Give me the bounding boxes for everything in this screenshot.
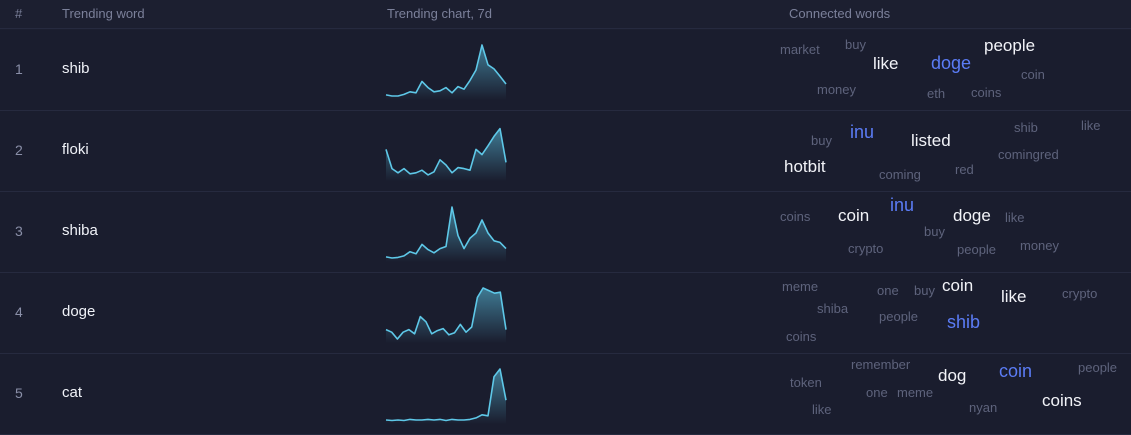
connected-word[interactable]: meme bbox=[782, 279, 819, 294]
trend-sparkline bbox=[385, 287, 507, 343]
sparkline-line bbox=[385, 206, 507, 259]
connected-words-cloud: remember people token dog coin one meme coins li… bbox=[775, 354, 1131, 434]
connected-words-cloud: coins coin inu doge like buy crypto people money bbox=[775, 192, 1131, 272]
row-rank: 3 bbox=[15, 223, 23, 239]
connected-word[interactable]: buy bbox=[914, 283, 935, 298]
connected-word[interactable]: inu bbox=[850, 122, 875, 142]
sparkline-area bbox=[386, 288, 506, 343]
table-row[interactable]: 1 shib market buy like doge people coin money eth… bbox=[0, 30, 1131, 111]
connected-word[interactable]: meme bbox=[897, 385, 934, 400]
trend-sparkline bbox=[385, 44, 507, 100]
connected-word[interactable]: red bbox=[955, 162, 974, 177]
trending-word[interactable]: shib bbox=[62, 60, 90, 77]
connected-word[interactable]: shib bbox=[1014, 120, 1038, 135]
connected-word[interactable]: dog bbox=[938, 366, 967, 385]
connected-word[interactable]: shiba bbox=[817, 301, 849, 316]
row-rank: 2 bbox=[15, 142, 23, 158]
trend-sparkline bbox=[385, 127, 507, 181]
connected-word[interactable]: people bbox=[984, 36, 1036, 55]
connected-word[interactable]: coins bbox=[780, 209, 811, 224]
connected-word[interactable]: like bbox=[1001, 287, 1027, 306]
table-row[interactable]: 4 doge meme one buy coin like crypto shiba people… bbox=[0, 273, 1131, 354]
connected-word[interactable]: coins bbox=[786, 329, 817, 344]
connected-word[interactable]: money bbox=[817, 82, 857, 97]
header-connected-words: Connected words bbox=[789, 6, 891, 21]
sparkline-line bbox=[385, 44, 507, 97]
connected-word[interactable]: listed bbox=[911, 131, 951, 150]
connected-words-cloud: buy inu listed shib like hotbit coming red comin… bbox=[775, 111, 1131, 191]
connected-word[interactable]: like bbox=[812, 402, 832, 417]
header-trending-word[interactable]: Trending word bbox=[62, 6, 145, 21]
table-row[interactable]: 5 cat remember people token dog coin one meme coi… bbox=[0, 354, 1131, 435]
connected-word[interactable]: like bbox=[1005, 210, 1025, 225]
connected-word[interactable]: money bbox=[1020, 238, 1060, 253]
connected-word[interactable]: coin bbox=[1021, 67, 1045, 82]
connected-word[interactable]: coming bbox=[879, 167, 921, 182]
connected-word[interactable]: coins bbox=[971, 85, 1002, 100]
connected-words-cloud: meme one buy coin like crypto shiba people shib c… bbox=[775, 273, 1131, 353]
connected-word[interactable]: crypto bbox=[848, 241, 884, 256]
connected-word[interactable]: inu bbox=[890, 195, 915, 215]
connected-word[interactable]: shib bbox=[947, 312, 981, 332]
connected-word[interactable]: doge bbox=[931, 53, 972, 73]
table-row[interactable]: 2 floki buy inu listed shib like hotbit coming re… bbox=[0, 111, 1131, 192]
trend-sparkline bbox=[385, 206, 507, 262]
trending-word[interactable]: shiba bbox=[62, 222, 98, 239]
connected-words-cloud: market buy like doge people coin money eth coins bbox=[775, 30, 1131, 110]
connected-word[interactable]: nyan bbox=[969, 400, 998, 415]
connected-word[interactable]: people bbox=[1078, 360, 1118, 375]
sparkline-area bbox=[386, 369, 506, 424]
connected-word[interactable]: coin bbox=[942, 276, 974, 295]
connected-word[interactable]: market bbox=[780, 42, 820, 57]
table-header: # Trending word Trending chart, 7d Conne… bbox=[0, 0, 1131, 29]
connected-word[interactable]: comingred bbox=[998, 147, 1059, 162]
connected-word[interactable]: like bbox=[873, 54, 899, 73]
trending-word[interactable]: cat bbox=[62, 384, 83, 401]
sparkline-line bbox=[385, 287, 507, 340]
connected-word[interactable]: doge bbox=[953, 206, 991, 225]
row-rank: 1 bbox=[15, 61, 23, 77]
row-rank: 5 bbox=[15, 385, 23, 401]
connected-word[interactable]: one bbox=[877, 283, 899, 298]
connected-word[interactable]: one bbox=[866, 385, 888, 400]
header-trending-chart: Trending chart, 7d bbox=[387, 6, 493, 21]
table-row[interactable]: 3 shiba coins coin inu doge like buy crypto peopl… bbox=[0, 192, 1131, 273]
connected-word[interactable]: like bbox=[1081, 118, 1101, 133]
connected-word[interactable]: hotbit bbox=[784, 157, 826, 176]
connected-word[interactable]: buy bbox=[811, 133, 832, 148]
sparkline-line bbox=[385, 127, 507, 176]
sparkline-area bbox=[386, 128, 506, 181]
connected-word[interactable]: coin bbox=[999, 361, 1033, 381]
trend-sparkline bbox=[385, 368, 507, 424]
connected-word[interactable]: coin bbox=[838, 206, 870, 225]
connected-word[interactable]: eth bbox=[927, 86, 946, 101]
connected-word[interactable]: buy bbox=[924, 224, 945, 239]
sparkline-area bbox=[386, 207, 506, 262]
header-index: # bbox=[15, 6, 23, 21]
connected-word[interactable]: remember bbox=[851, 357, 911, 372]
connected-word[interactable]: buy bbox=[845, 37, 866, 52]
sparkline-line bbox=[385, 368, 507, 422]
connected-word[interactable]: coins bbox=[1042, 391, 1082, 410]
sparkline-area bbox=[386, 45, 506, 100]
connected-word[interactable]: people bbox=[879, 309, 919, 324]
connected-word[interactable]: people bbox=[957, 242, 997, 257]
row-rank: 4 bbox=[15, 304, 23, 320]
connected-word[interactable]: token bbox=[790, 375, 822, 390]
connected-word[interactable]: crypto bbox=[1062, 286, 1098, 301]
trending-word[interactable]: floki bbox=[62, 141, 89, 158]
trending-word[interactable]: doge bbox=[62, 303, 96, 320]
